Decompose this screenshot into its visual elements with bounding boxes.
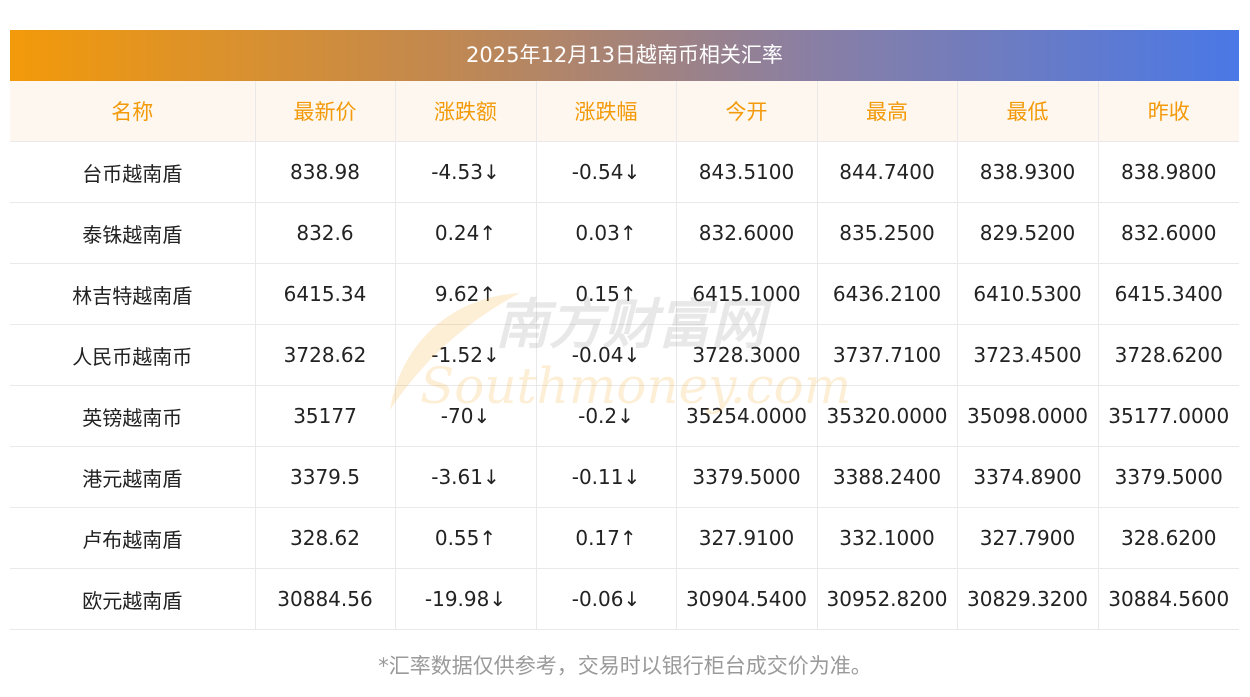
cell-high: 35320.0000 bbox=[817, 385, 958, 447]
cell-latest: 35177 bbox=[255, 385, 396, 447]
cell-low: 3723.4500 bbox=[957, 324, 1099, 386]
column-header-open: 今开 bbox=[676, 81, 818, 142]
cell-change-pct: -0.54↓ bbox=[536, 141, 677, 203]
exchange-rate-table: 名称 最新价 涨跌额 涨跌幅 今开 最高 最低 昨收 台币越南盾 838.98 … bbox=[10, 81, 1239, 630]
cell-change: -4.53↓ bbox=[395, 141, 537, 203]
cell-name: 台币越南盾 bbox=[10, 141, 256, 203]
cell-change-pct: 0.03↑ bbox=[536, 202, 677, 264]
cell-open: 35254.0000 bbox=[676, 385, 818, 447]
column-header-high: 最高 bbox=[817, 81, 958, 142]
cell-change: 0.24↑ bbox=[395, 202, 537, 264]
cell-prev-close: 6415.3400 bbox=[1098, 263, 1239, 325]
column-header-change: 涨跌额 bbox=[395, 81, 537, 142]
cell-low: 838.9300 bbox=[957, 141, 1099, 203]
cell-change-pct: -0.11↓ bbox=[536, 446, 677, 508]
table-row: 英镑越南币 35177 -70↓ -0.2↓ 35254.0000 35320.… bbox=[10, 385, 1239, 447]
cell-name: 泰铢越南盾 bbox=[10, 202, 256, 264]
table-header-row: 名称 最新价 涨跌额 涨跌幅 今开 最高 最低 昨收 bbox=[10, 81, 1239, 142]
cell-high: 3737.7100 bbox=[817, 324, 958, 386]
cell-change: -1.52↓ bbox=[395, 324, 537, 386]
cell-latest: 328.62 bbox=[255, 507, 396, 569]
column-header-low: 最低 bbox=[957, 81, 1099, 142]
column-header-latest: 最新价 bbox=[255, 81, 396, 142]
table-row: 港元越南盾 3379.5 -3.61↓ -0.11↓ 3379.5000 338… bbox=[10, 446, 1239, 508]
cell-change-pct: -0.2↓ bbox=[536, 385, 677, 447]
cell-latest: 832.6 bbox=[255, 202, 396, 264]
cell-change-pct: 0.17↑ bbox=[536, 507, 677, 569]
cell-high: 332.1000 bbox=[817, 507, 958, 569]
cell-change: -70↓ bbox=[395, 385, 537, 447]
cell-open: 6415.1000 bbox=[676, 263, 818, 325]
cell-low: 327.7900 bbox=[957, 507, 1099, 569]
cell-latest: 30884.56 bbox=[255, 568, 396, 630]
cell-name: 欧元越南盾 bbox=[10, 568, 256, 630]
cell-name: 港元越南盾 bbox=[10, 446, 256, 508]
cell-change-pct: -0.04↓ bbox=[536, 324, 677, 386]
cell-low: 6410.5300 bbox=[957, 263, 1099, 325]
cell-low: 35098.0000 bbox=[957, 385, 1099, 447]
cell-latest: 3728.62 bbox=[255, 324, 396, 386]
cell-open: 3728.3000 bbox=[676, 324, 818, 386]
cell-high: 844.7400 bbox=[817, 141, 958, 203]
table-row: 泰铢越南盾 832.6 0.24↑ 0.03↑ 832.6000 835.250… bbox=[10, 202, 1239, 264]
cell-latest: 838.98 bbox=[255, 141, 396, 203]
cell-change: 9.62↑ bbox=[395, 263, 537, 325]
cell-low: 829.5200 bbox=[957, 202, 1099, 264]
cell-open: 3379.5000 bbox=[676, 446, 818, 508]
cell-change-pct: 0.15↑ bbox=[536, 263, 677, 325]
column-header-prev-close: 昨收 bbox=[1098, 81, 1239, 142]
cell-high: 3388.2400 bbox=[817, 446, 958, 508]
cell-prev-close: 30884.5600 bbox=[1098, 568, 1239, 630]
cell-prev-close: 832.6000 bbox=[1098, 202, 1239, 264]
cell-open: 843.5100 bbox=[676, 141, 818, 203]
cell-name: 林吉特越南盾 bbox=[10, 263, 256, 325]
cell-change: -3.61↓ bbox=[395, 446, 537, 508]
cell-change: 0.55↑ bbox=[395, 507, 537, 569]
cell-name: 英镑越南币 bbox=[10, 385, 256, 447]
table-row: 欧元越南盾 30884.56 -19.98↓ -0.06↓ 30904.5400… bbox=[10, 568, 1239, 630]
cell-prev-close: 35177.0000 bbox=[1098, 385, 1239, 447]
cell-prev-close: 3728.6200 bbox=[1098, 324, 1239, 386]
cell-prev-close: 3379.5000 bbox=[1098, 446, 1239, 508]
disclaimer-footnote: *汇率数据仅供参考，交易时以银行柜台成交价为准。 bbox=[378, 654, 872, 678]
cell-name: 卢布越南盾 bbox=[10, 507, 256, 569]
table-row: 台币越南盾 838.98 -4.53↓ -0.54↓ 843.5100 844.… bbox=[10, 141, 1239, 203]
cell-prev-close: 838.9800 bbox=[1098, 141, 1239, 203]
cell-open: 832.6000 bbox=[676, 202, 818, 264]
column-header-name: 名称 bbox=[10, 81, 256, 142]
table-row: 人民币越南币 3728.62 -1.52↓ -0.04↓ 3728.3000 3… bbox=[10, 324, 1239, 386]
cell-latest: 6415.34 bbox=[255, 263, 396, 325]
table-row: 卢布越南盾 328.62 0.55↑ 0.17↑ 327.9100 332.10… bbox=[10, 507, 1239, 569]
cell-latest: 3379.5 bbox=[255, 446, 396, 508]
cell-open: 327.9100 bbox=[676, 507, 818, 569]
cell-change: -19.98↓ bbox=[395, 568, 537, 630]
cell-change-pct: -0.06↓ bbox=[536, 568, 677, 630]
cell-prev-close: 328.6200 bbox=[1098, 507, 1239, 569]
table-row: 林吉特越南盾 6415.34 9.62↑ 0.15↑ 6415.1000 643… bbox=[10, 263, 1239, 325]
cell-low: 30829.3200 bbox=[957, 568, 1099, 630]
table-title: 2025年12月13日越南币相关汇率 bbox=[10, 30, 1239, 81]
cell-high: 6436.2100 bbox=[817, 263, 958, 325]
cell-low: 3374.8900 bbox=[957, 446, 1099, 508]
cell-high: 835.2500 bbox=[817, 202, 958, 264]
cell-name: 人民币越南币 bbox=[10, 324, 256, 386]
column-header-change-pct: 涨跌幅 bbox=[536, 81, 677, 142]
cell-open: 30904.5400 bbox=[676, 568, 818, 630]
cell-high: 30952.8200 bbox=[817, 568, 958, 630]
